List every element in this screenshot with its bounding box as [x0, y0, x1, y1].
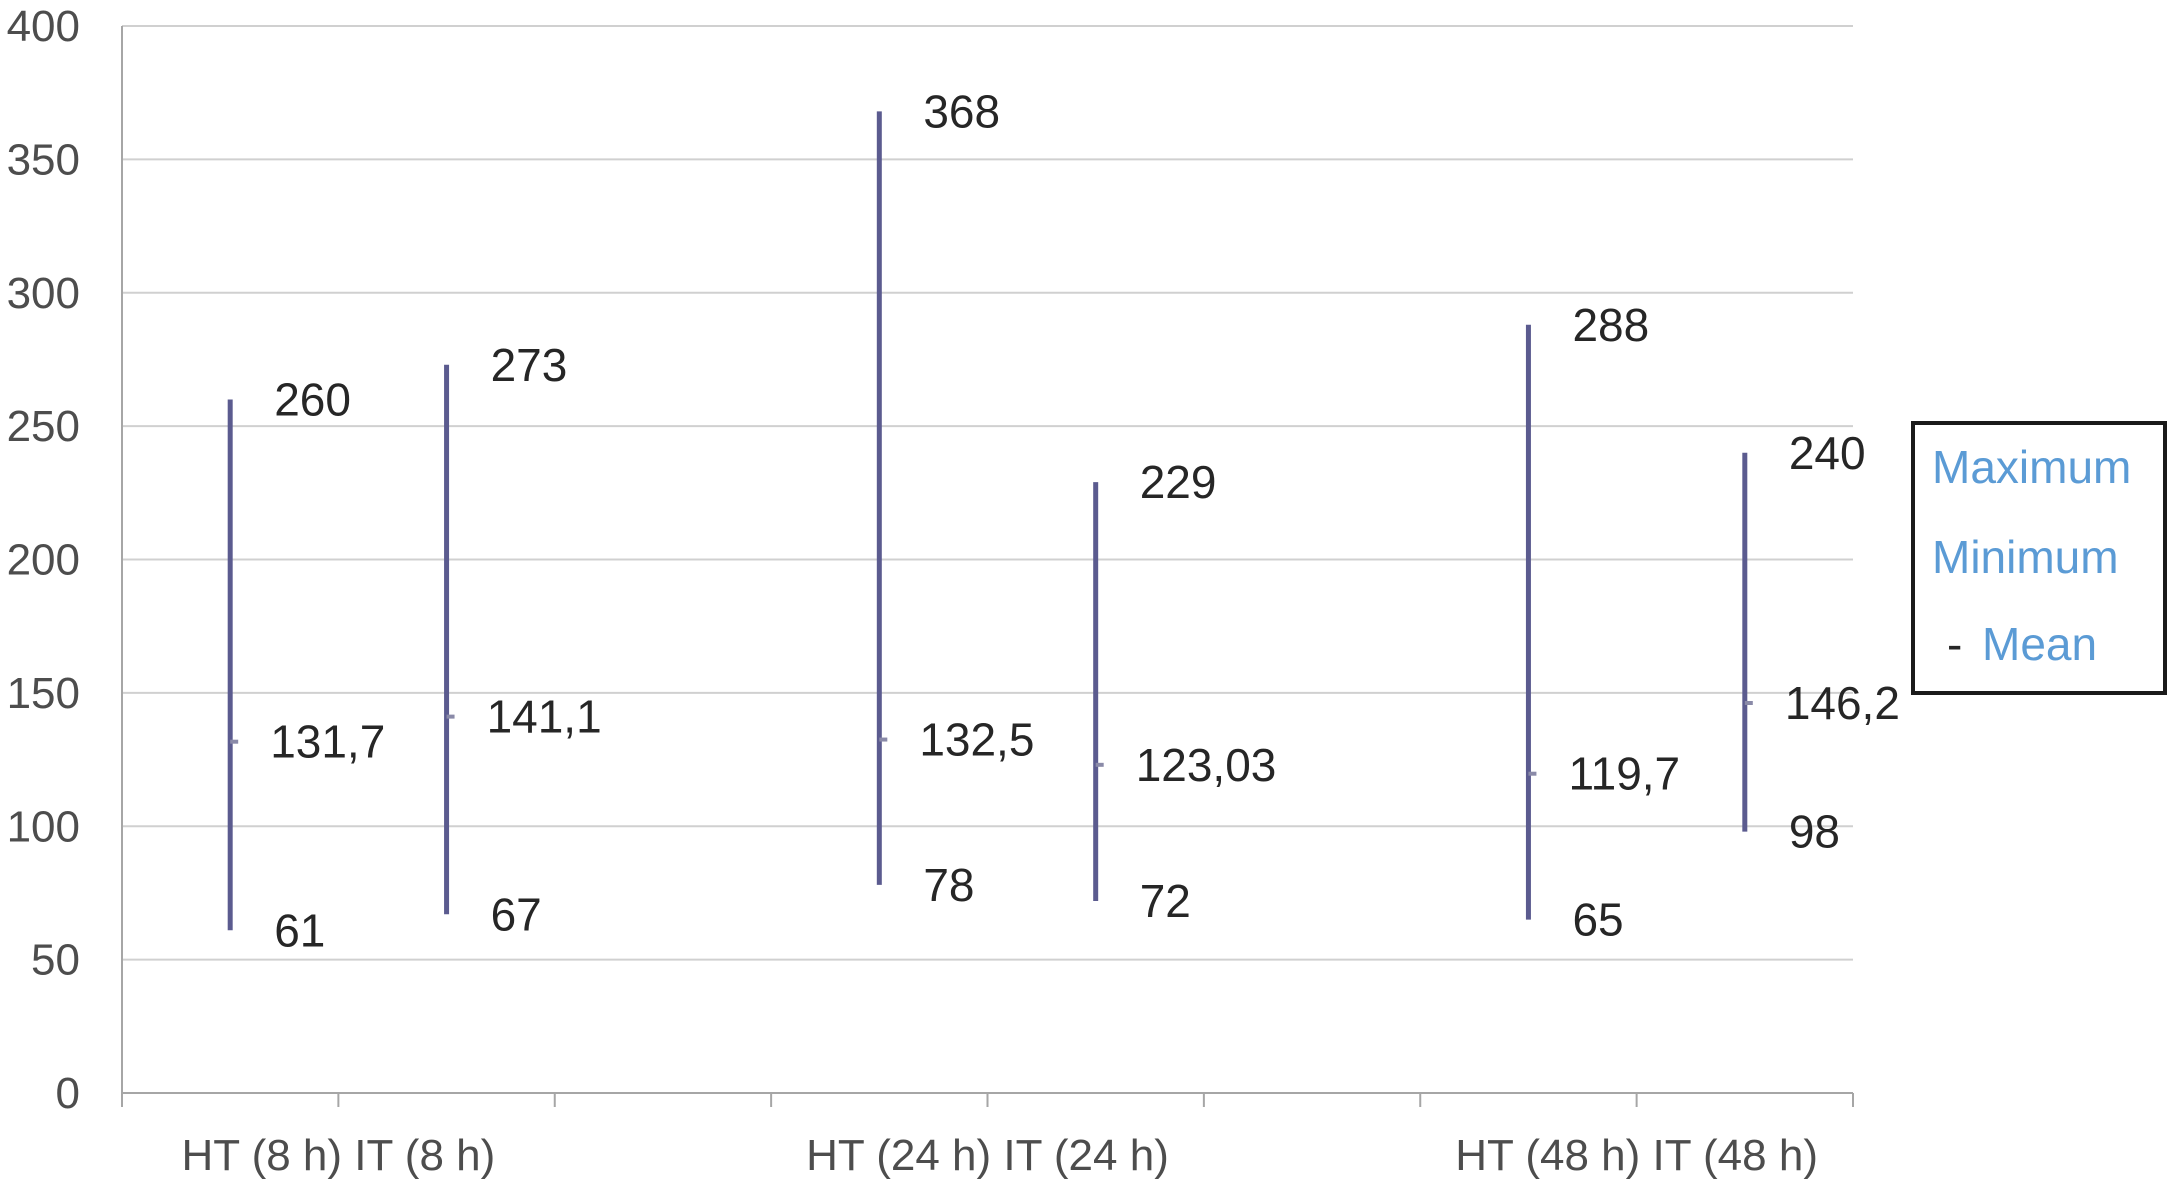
y-tick-label: 50 — [31, 936, 80, 985]
min-label: 72 — [1140, 875, 1191, 927]
min-label: 67 — [491, 888, 542, 940]
max-label: 229 — [1140, 456, 1217, 508]
y-tick-label: 100 — [7, 802, 80, 851]
max-label: 368 — [923, 85, 1000, 137]
x-group-label: HT (48 h) IT (48 h) — [1455, 1131, 1818, 1180]
min-label: 98 — [1789, 806, 1840, 858]
min-label: 61 — [274, 904, 325, 956]
y-tick-label: 250 — [7, 402, 80, 451]
y-tick-label: 0 — [56, 1069, 80, 1118]
mean-label: 132,5 — [919, 714, 1034, 766]
legend-mean: Mean — [1982, 618, 2097, 670]
x-group-label: HT (24 h) IT (24 h) — [806, 1131, 1169, 1180]
y-tick-label: 200 — [7, 536, 80, 585]
mean-label: 141,1 — [487, 691, 602, 743]
legend-maximum: Maximum — [1932, 441, 2131, 493]
max-label: 273 — [491, 339, 568, 391]
y-tick-label: 350 — [7, 135, 80, 184]
mean-label: 123,03 — [1136, 739, 1277, 791]
x-group-label: HT (8 h) IT (8 h) — [181, 1131, 495, 1180]
y-tick-label: 150 — [7, 669, 80, 718]
max-label: 240 — [1789, 427, 1866, 479]
range-series — [227, 111, 1753, 931]
y-tick-label: 300 — [7, 269, 80, 318]
x-axis: HT (8 h) IT (8 h) HT (24 h) IT (24 h) HT (… — [121, 1092, 1854, 1180]
gridlines — [122, 25, 1853, 961]
mean-label: 146,2 — [1785, 677, 1900, 729]
mean-label: 131,7 — [270, 716, 385, 768]
min-label: 78 — [923, 859, 974, 911]
y-tick-label: 400 — [7, 2, 80, 51]
data-labels: 260 61 131,7 273 67 141,1 368 78 132,5 229 72 123,0… — [270, 85, 1900, 956]
legend-box — [1911, 421, 2167, 695]
mean-label: 119,7 — [1568, 748, 1680, 800]
max-label: 288 — [1572, 299, 1649, 351]
legend-mean-dash: - — [1947, 618, 1962, 670]
max-label: 260 — [274, 373, 351, 425]
legend-minimum: Minimum — [1932, 531, 2119, 583]
legend: Maximum Minimum - Mean — [1911, 421, 2167, 695]
min-label: 65 — [1572, 894, 1623, 946]
y-axis: 0 50 100 150 200 250 300 350 400 — [7, 2, 123, 1118]
